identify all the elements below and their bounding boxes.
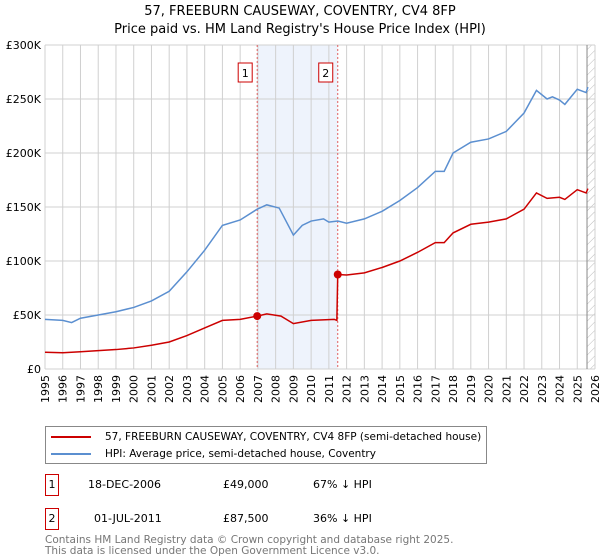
y-tick-label: £50K: [13, 309, 42, 322]
marker-badge: [237, 62, 253, 83]
legend-item-property: 57, FREEBURN CAUSEWAY, COVENTRY, CV4 8FP…: [46, 429, 481, 445]
transaction-hpi: 36% ↓ HPI: [313, 512, 372, 525]
x-tick-label: 2004: [199, 375, 212, 403]
transaction-hpi: 67% ↓ HPI: [313, 478, 372, 491]
chart-subtitle: Price paid vs. HM Land Registry's House …: [114, 22, 486, 37]
x-tick-label: 2009: [287, 375, 300, 403]
x-tick-label: 2022: [518, 375, 531, 403]
legend-swatch-red: [51, 436, 91, 438]
x-tick-label: 2013: [358, 375, 371, 403]
transaction-badge: 1: [45, 474, 59, 496]
x-tick-label: 2001: [145, 375, 158, 403]
x-tick-label: 2016: [412, 375, 425, 403]
x-tick-label: 2014: [376, 375, 389, 403]
x-tick-label: 2020: [483, 375, 496, 403]
x-tick-label: 2021: [500, 375, 513, 403]
x-tick-label: 2003: [181, 375, 194, 403]
y-tick-label: £150K: [6, 201, 42, 214]
price-chart: 1995 1996 1997 1998 1999 2000 2001 2002 2003 2004…: [6, 39, 600, 403]
x-tick-label: 2007: [252, 375, 265, 403]
x-tick-label: 2012: [341, 375, 354, 403]
x-tick-label: 2006: [234, 375, 247, 403]
x-tick-label: 2000: [128, 375, 141, 403]
x-tick-label: 1998: [92, 375, 105, 403]
x-tick-label: 2025: [571, 375, 584, 403]
legend-label: 57, FREEBURN CAUSEWAY, COVENTRY, CV4 8FP…: [105, 431, 482, 443]
x-tick-label: 2010: [305, 375, 318, 403]
x-tick-label: 2017: [429, 375, 442, 403]
x-tick-label: 1996: [57, 375, 70, 403]
sale-point: [333, 270, 342, 279]
x-tick-label: 1995: [39, 375, 52, 403]
x-tick-label: 2026: [589, 375, 600, 403]
y-tick-label: £300K: [6, 39, 42, 52]
sale-point: [253, 312, 262, 321]
x-tick-label: 2002: [163, 375, 176, 403]
legend-swatch-blue: [51, 453, 91, 455]
x-tick-label: 2015: [394, 375, 407, 403]
marker-badge-label: 1: [242, 67, 249, 80]
marker-badge: [318, 62, 334, 83]
x-tick-label: 2008: [270, 375, 283, 403]
transaction-date: 18-DEC-2006: [88, 478, 162, 491]
x-tick-label: 2005: [216, 375, 229, 403]
series-line: [44, 86, 589, 324]
footer-licence: This data is licensed under the Open Gov…: [45, 545, 380, 557]
y-tick-label: £100K: [6, 255, 42, 268]
transaction-price: £87,500: [223, 512, 269, 525]
transaction-price: £49,000: [223, 478, 269, 491]
marker-badge-label: 2: [322, 67, 329, 80]
y-tick-label: £0: [27, 363, 41, 376]
chart-title: 57, FREEBURN CAUSEWAY, COVENTRY, CV4 8FP: [144, 4, 456, 19]
footer-copyright: Contains HM Land Registry data © Crown c…: [45, 534, 454, 546]
transaction-date: 01-JUL-2011: [94, 512, 162, 525]
transaction-badge: 2: [45, 508, 59, 530]
x-tick-label: 2011: [323, 375, 336, 403]
x-tick-label: 2024: [554, 375, 567, 403]
legend: 57, FREEBURN CAUSEWAY, COVENTRY, CV4 8FP…: [45, 426, 487, 464]
y-tick-label: £200K: [6, 147, 42, 160]
x-tick-label: 2023: [536, 375, 549, 403]
x-tick-label: 1997: [74, 375, 87, 403]
legend-label: HPI: Average price, semi-detached house,…: [105, 448, 376, 460]
x-tick-label: 2018: [447, 375, 460, 403]
y-tick-label: £250K: [6, 93, 42, 106]
x-tick-label: 1999: [110, 375, 123, 403]
x-tick-label: 2019: [465, 375, 478, 403]
legend-item-hpi: HPI: Average price, semi-detached house,…: [46, 446, 376, 462]
